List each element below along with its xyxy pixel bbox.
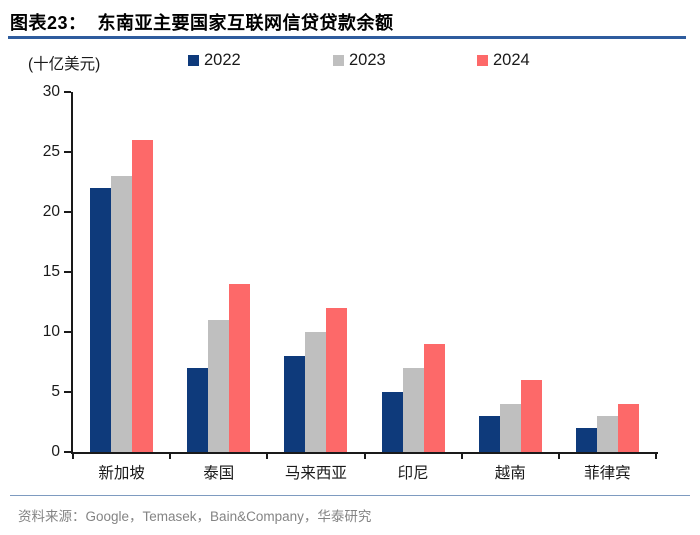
x-label-3: 印尼	[397, 465, 429, 482]
legend-swatch-2023	[333, 54, 344, 66]
bar-2023-2	[305, 332, 327, 452]
x-label-1: 泰国	[203, 465, 235, 482]
y-tick-label-25: 25	[42, 143, 60, 160]
y-axis-line	[71, 92, 73, 454]
bar-2023-1	[208, 320, 230, 452]
source-note: 资料来源：Google，Temasek，Bain&Company，华泰研究	[18, 509, 372, 524]
bar-2024-1	[229, 284, 251, 452]
y-tick-label-0: 0	[51, 443, 60, 460]
figure-title: 图表23： 东南亚主要国家互联网信贷贷款余额	[10, 13, 394, 33]
bar-2023-4	[499, 404, 521, 452]
bar-2022-5	[575, 428, 597, 452]
y-tick-0	[64, 451, 71, 453]
y-tick-30	[64, 91, 71, 93]
y-tick-10	[64, 331, 71, 333]
legend-label-2022: 2022	[204, 50, 241, 69]
footer-separator	[10, 495, 690, 496]
y-tick-label-5: 5	[51, 383, 60, 400]
y-tick-20	[64, 211, 71, 213]
title-underline	[8, 36, 686, 39]
legend-label-2024: 2024	[493, 50, 530, 69]
bar-2022-2	[284, 356, 306, 452]
legend-label-2023: 2023	[349, 50, 386, 69]
y-tick-label-10: 10	[42, 323, 60, 340]
bar-2022-1	[187, 368, 209, 452]
y-tick-label-30: 30	[42, 83, 60, 100]
y-tick-25	[64, 151, 71, 153]
x-axis-line	[71, 452, 658, 454]
x-tick-2	[266, 454, 269, 459]
y-axis-unit-label: (十亿美元)	[28, 56, 101, 73]
bar-2024-4	[520, 380, 542, 452]
x-label-5: 菲律宾	[584, 465, 631, 482]
x-tick-0	[72, 454, 74, 459]
x-tick-6	[655, 454, 657, 459]
x-label-0: 新加坡	[98, 465, 145, 482]
bar-2022-3	[381, 392, 403, 452]
bar-2024-2	[326, 308, 348, 452]
y-tick-label-20: 20	[42, 203, 60, 220]
x-tick-5	[557, 454, 560, 459]
x-label-2: 马来西亚	[284, 465, 347, 482]
plot-area	[73, 92, 656, 452]
legend-item-2023: 2023	[333, 50, 386, 69]
x-tick-3	[363, 454, 366, 459]
x-tick-4	[460, 454, 463, 459]
bar-2022-0	[90, 188, 112, 452]
bar-2024-3	[423, 344, 445, 452]
legend-swatch-2024	[477, 54, 488, 66]
y-tick-5	[64, 391, 71, 393]
bar-2024-0	[132, 140, 154, 452]
y-tick-label-15: 15	[42, 263, 60, 280]
y-tick-15	[64, 271, 71, 273]
legend-swatch-2022	[188, 54, 199, 66]
bar-2023-0	[111, 176, 133, 452]
x-label-4: 越南	[494, 465, 526, 482]
bar-2024-5	[617, 404, 639, 452]
legend-item-2022: 2022	[188, 50, 241, 69]
bar-2023-3	[402, 368, 424, 452]
x-tick-1	[169, 454, 172, 459]
bar-2022-4	[478, 416, 500, 452]
bar-2023-5	[596, 416, 618, 452]
legend-item-2024: 2024	[477, 50, 530, 69]
